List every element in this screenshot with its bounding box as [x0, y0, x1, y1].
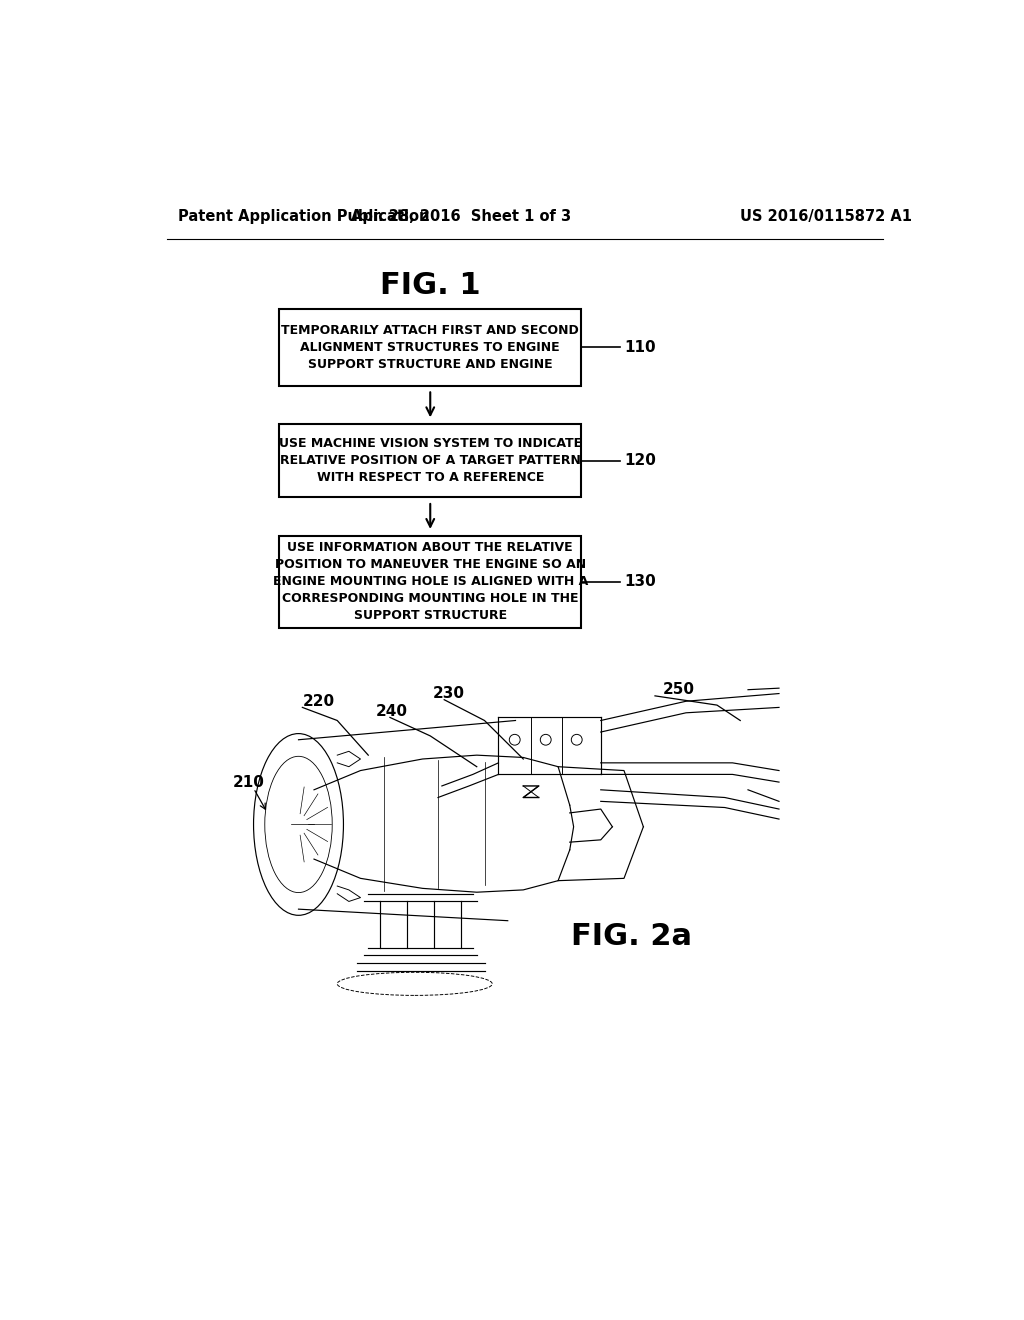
Text: Apr. 28, 2016  Sheet 1 of 3: Apr. 28, 2016 Sheet 1 of 3	[351, 209, 571, 223]
Text: USE MACHINE VISION SYSTEM TO INDICATE
RELATIVE POSITION OF A TARGET PATTERN
WITH: USE MACHINE VISION SYSTEM TO INDICATE RE…	[279, 437, 582, 484]
Text: FIG. 1: FIG. 1	[380, 271, 480, 300]
Text: FIG. 2a: FIG. 2a	[571, 921, 692, 950]
Bar	[280, 424, 582, 498]
Text: US 2016/0115872 A1: US 2016/0115872 A1	[739, 209, 911, 223]
Text: 250: 250	[663, 682, 694, 697]
Text: USE INFORMATION ABOUT THE RELATIVE
POSITION TO MANEUVER THE ENGINE SO AN
ENGINE : USE INFORMATION ABOUT THE RELATIVE POSIT…	[272, 541, 588, 623]
Text: 130: 130	[624, 574, 655, 590]
Text: 120: 120	[624, 453, 656, 469]
Text: 230: 230	[432, 686, 465, 701]
Bar	[280, 309, 582, 385]
Text: 110: 110	[624, 339, 655, 355]
Text: 220: 220	[302, 694, 335, 709]
Bar	[280, 536, 582, 628]
Text: TEMPORARILY ATTACH FIRST AND SECOND
ALIGNMENT STRUCTURES TO ENGINE
SUPPORT STRUC: TEMPORARILY ATTACH FIRST AND SECOND ALIG…	[282, 323, 580, 371]
Text: Patent Application Publication: Patent Application Publication	[178, 209, 430, 223]
Text: 240: 240	[376, 704, 408, 719]
Text: 210: 210	[232, 775, 264, 789]
